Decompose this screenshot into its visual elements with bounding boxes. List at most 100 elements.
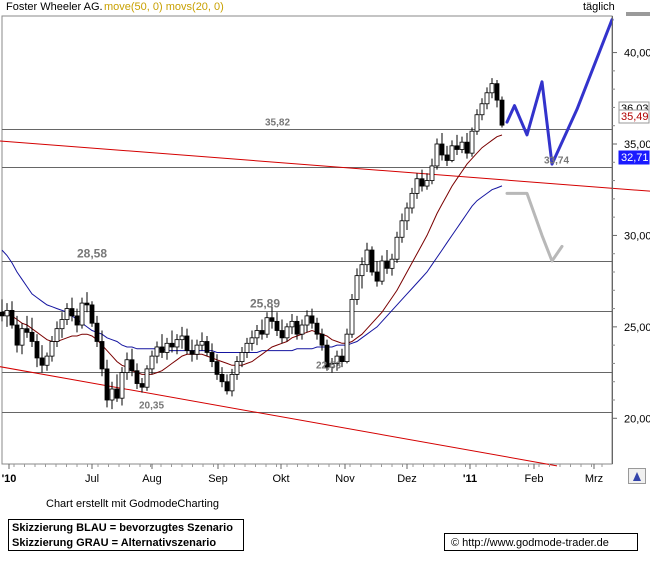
level-label: 28,58 [77,247,107,261]
candle [339,348,345,368]
candle [484,87,490,110]
candle-body [104,368,110,401]
candle [154,341,160,364]
candle-body [84,302,90,306]
candle-body [119,372,125,399]
candle-body [424,180,430,187]
candle [364,242,370,272]
candle-body [259,330,265,335]
candle-body [74,315,80,326]
candle [89,301,95,327]
y-tick-label: 35,00 [624,139,650,151]
candle [184,328,190,355]
candle-body [444,154,450,161]
candle [359,257,365,289]
candle [39,345,45,373]
candle-body [309,315,315,324]
trendline [0,366,558,467]
candle-body [489,83,495,94]
candle-body [314,322,320,335]
candle-body [89,304,95,324]
candle-body [429,165,435,181]
level-label: 33,74 [544,156,569,167]
candle [129,348,135,377]
candle [499,96,505,128]
candle-body [184,335,190,352]
moving-average-line [1,185,503,353]
y-tick-label: 40,00 [624,48,650,60]
candle [369,246,375,276]
candle-body [369,249,375,273]
candle [274,312,280,336]
x-tick-label: Feb [525,473,544,485]
candle-body [79,302,85,326]
source-link[interactable]: © http://www.godmode-trader.de [444,533,638,551]
level-label: 20,35 [139,401,164,412]
candle-body [29,331,35,342]
candle-body [279,330,285,339]
candle [54,321,60,347]
candle-body [169,342,175,348]
scenario-path [505,18,614,166]
candle-body [0,311,5,317]
x-axis: '10 Jul Aug Sep Okt Nov Dez '11 Feb Mrz [2,464,603,485]
candle-body [439,143,445,156]
candle [344,328,350,364]
candle [349,293,355,338]
candle-body [14,324,20,346]
candle [264,312,270,338]
x-tick-label: Dez [397,473,417,485]
scroll-right-button[interactable] [628,468,646,484]
candle-body [434,143,440,167]
chart-credit: Chart erstellt mit GodmodeCharting [46,498,220,510]
candles [0,78,505,410]
candle [189,339,195,362]
candle [399,213,405,243]
candle-body [404,207,410,222]
candle [119,367,125,406]
x-tick-label: Jul [85,473,99,485]
candle-body [194,344,200,355]
candle [99,330,105,377]
candle [114,374,120,402]
candle-body [399,220,405,238]
x-tick-label: Okt [272,473,289,485]
candle [354,268,360,305]
candle [9,301,15,329]
x-tick-label: Mrz [585,473,603,485]
candle-body [354,275,360,300]
candle-body [344,333,350,362]
candle-body [299,324,305,335]
candle [289,314,295,335]
trendlines [0,140,650,467]
candle-body [4,309,10,317]
candle [424,173,430,190]
candle-body [394,236,400,260]
x-tick-label: Sep [208,473,228,485]
candle-body [39,357,45,366]
candle-body [334,355,340,364]
toolbar-handle[interactable] [626,12,650,16]
candle-body [304,315,310,326]
candle [469,127,475,157]
candle-body [239,352,245,363]
candle [134,363,140,390]
candle [24,315,30,338]
interval-label[interactable]: täglich [583,1,615,13]
scenario-legend: Skizzierung BLAU = bevorzugtes Szenario … [8,519,244,551]
candle [104,359,110,408]
candle [429,158,435,185]
candle [34,334,40,368]
candle-body [454,145,460,150]
candle [404,202,410,230]
candle [174,334,180,355]
candle-body [349,299,355,335]
candle [379,255,385,285]
candle [389,253,395,276]
candle-body [249,337,255,344]
scroll-icon [633,472,641,481]
candle [294,315,300,340]
candle-body [114,388,120,399]
moving-average-labels: move(50, 0) movs(20, 0) [104,1,224,13]
